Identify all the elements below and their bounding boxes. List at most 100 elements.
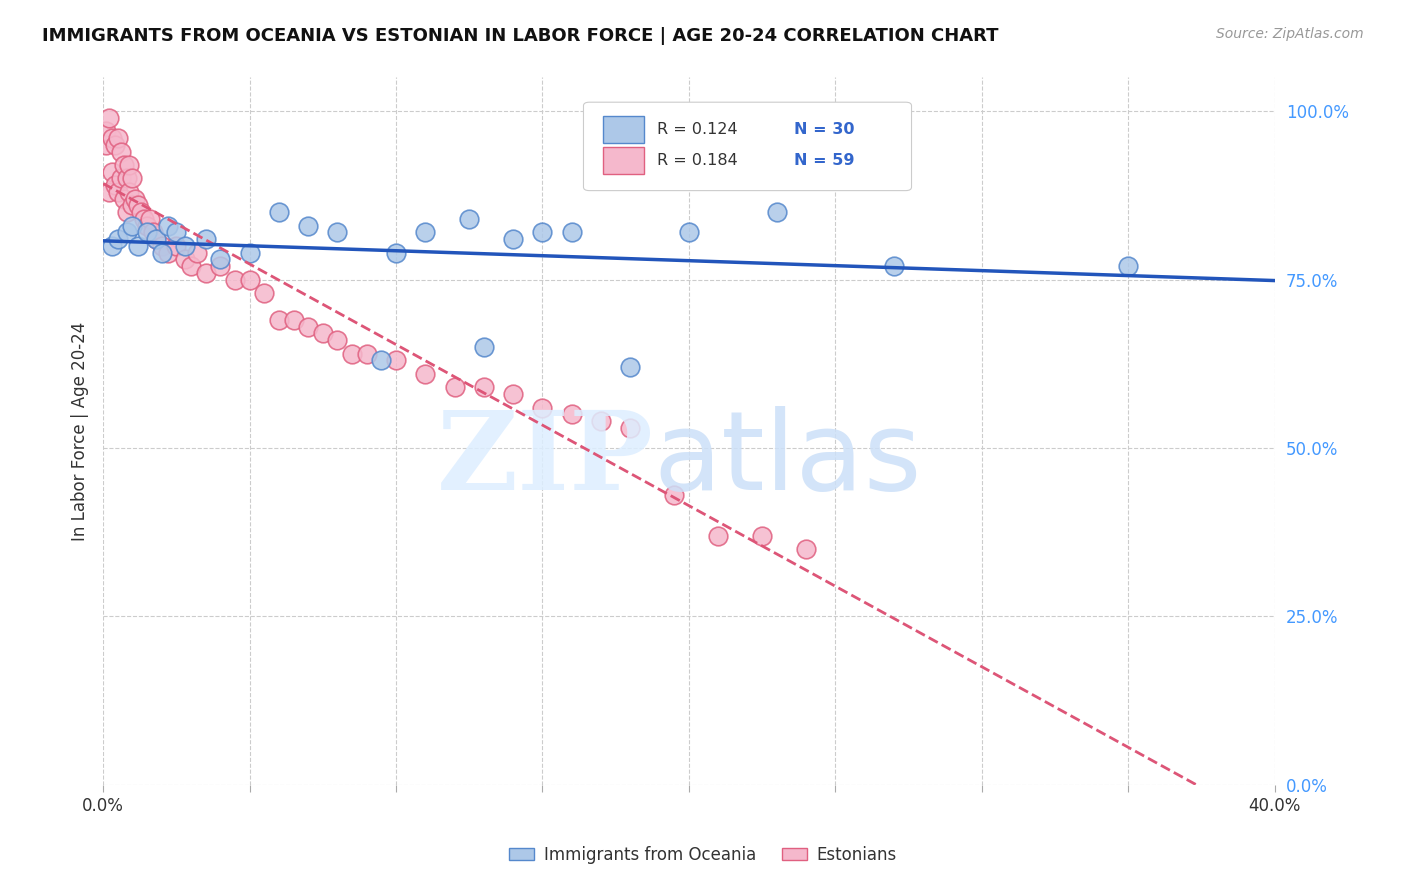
Point (94, 137, 117, 152)
Point (561, 226, 583, 240)
Point (883, 259, 905, 273)
Point (194, 232, 217, 246)
Point (118, 158, 141, 172)
Text: N = 30: N = 30 (794, 121, 855, 136)
Point (209, 259, 232, 273)
Point (136, 219, 159, 233)
Point (104, 178, 127, 193)
Bar (603, 116, 644, 143)
Point (707, 528, 730, 542)
Point (253, 285, 276, 300)
Text: R = 0.124: R = 0.124 (657, 121, 738, 136)
Point (794, 541, 817, 556)
Point (443, 380, 465, 394)
Point (156, 219, 179, 233)
FancyBboxPatch shape (583, 103, 911, 191)
Point (209, 252, 232, 267)
Point (340, 346, 363, 360)
Point (186, 245, 208, 260)
Point (619, 360, 641, 375)
Point (156, 245, 179, 260)
Point (136, 226, 159, 240)
Point (104, 137, 127, 152)
Point (98, 185, 121, 199)
Point (165, 239, 187, 253)
Point (124, 192, 146, 206)
Point (112, 192, 135, 206)
Point (174, 252, 197, 267)
Point (326, 333, 349, 347)
Text: Source: ZipAtlas.com: Source: ZipAtlas.com (1216, 27, 1364, 41)
Point (413, 367, 436, 381)
Point (115, 171, 138, 186)
Point (472, 340, 495, 354)
Point (297, 319, 319, 334)
Point (107, 185, 129, 199)
Point (139, 211, 162, 226)
Point (115, 205, 138, 219)
Point (664, 488, 686, 502)
Point (326, 226, 349, 240)
Text: ZIP: ZIP (437, 406, 654, 513)
Point (134, 211, 156, 226)
Point (312, 326, 335, 341)
Point (115, 226, 138, 240)
Point (101, 165, 124, 179)
Point (121, 171, 143, 186)
Point (101, 131, 124, 145)
Point (267, 313, 290, 327)
Point (150, 245, 173, 260)
Point (531, 401, 554, 415)
Point (118, 185, 141, 199)
Point (413, 226, 436, 240)
Point (112, 158, 135, 172)
Point (765, 205, 787, 219)
Point (150, 239, 173, 253)
Bar (603, 147, 644, 174)
Point (283, 313, 305, 327)
Point (370, 353, 392, 368)
Point (165, 226, 187, 240)
Point (619, 421, 641, 435)
Point (174, 239, 197, 253)
Y-axis label: In Labor Force | Age 20-24: In Labor Force | Age 20-24 (72, 321, 89, 541)
Point (239, 272, 262, 286)
Point (239, 245, 262, 260)
Point (180, 259, 202, 273)
Point (110, 171, 132, 186)
Point (145, 232, 167, 246)
Point (678, 226, 700, 240)
Point (145, 232, 167, 246)
Point (751, 528, 773, 542)
Point (121, 198, 143, 212)
Point (107, 232, 129, 246)
Point (561, 407, 583, 421)
Point (121, 219, 143, 233)
Point (101, 239, 124, 253)
Point (127, 198, 149, 212)
Point (129, 205, 152, 219)
Point (502, 387, 524, 401)
Text: R = 0.184: R = 0.184 (657, 153, 738, 169)
Point (127, 239, 149, 253)
Text: atlas: atlas (654, 406, 922, 513)
Point (267, 205, 290, 219)
Text: IMMIGRANTS FROM OCEANIA VS ESTONIAN IN LABOR FORCE | AGE 20-24 CORRELATION CHART: IMMIGRANTS FROM OCEANIA VS ESTONIAN IN L… (42, 27, 998, 45)
Point (472, 380, 495, 394)
Point (297, 219, 319, 233)
Point (110, 145, 132, 159)
Legend: Immigrants from Oceania, Estonians: Immigrants from Oceania, Estonians (502, 839, 904, 871)
Point (142, 226, 165, 240)
Point (224, 272, 246, 286)
Point (194, 266, 217, 280)
Point (385, 245, 408, 260)
Point (385, 353, 408, 368)
Point (589, 414, 612, 428)
Point (1116, 259, 1139, 273)
Point (356, 346, 378, 360)
Point (98, 111, 121, 125)
Point (94, 124, 117, 138)
Text: N = 59: N = 59 (794, 153, 855, 169)
Point (458, 211, 481, 226)
Point (502, 232, 524, 246)
